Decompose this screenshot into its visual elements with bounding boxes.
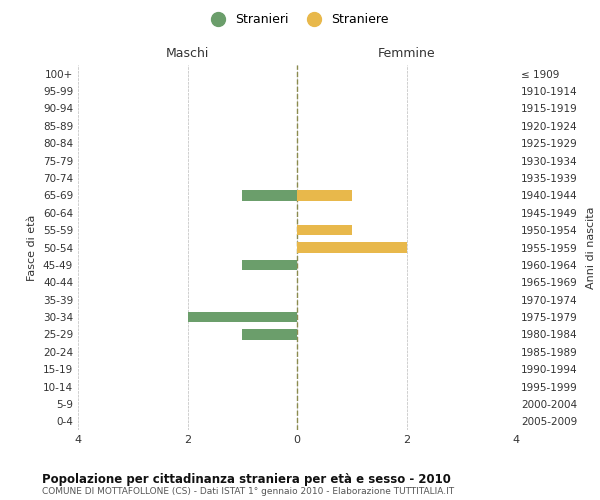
Bar <box>297 225 352 235</box>
Bar <box>297 190 352 200</box>
Bar <box>187 312 297 322</box>
Bar <box>242 190 297 200</box>
Text: Popolazione per cittadinanza straniera per età e sesso - 2010: Popolazione per cittadinanza straniera p… <box>42 472 451 486</box>
Bar <box>242 329 297 340</box>
Text: Maschi: Maschi <box>166 47 209 60</box>
Y-axis label: Anni di nascita: Anni di nascita <box>586 206 596 289</box>
Y-axis label: Fasce di età: Fasce di età <box>28 214 37 280</box>
Text: COMUNE DI MOTTAFOLLONE (CS) - Dati ISTAT 1° gennaio 2010 - Elaborazione TUTTITAL: COMUNE DI MOTTAFOLLONE (CS) - Dati ISTAT… <box>42 488 454 496</box>
Bar <box>242 260 297 270</box>
Bar <box>297 242 407 252</box>
Legend: Stranieri, Straniere: Stranieri, Straniere <box>202 9 392 29</box>
Text: Femmine: Femmine <box>377 47 436 60</box>
